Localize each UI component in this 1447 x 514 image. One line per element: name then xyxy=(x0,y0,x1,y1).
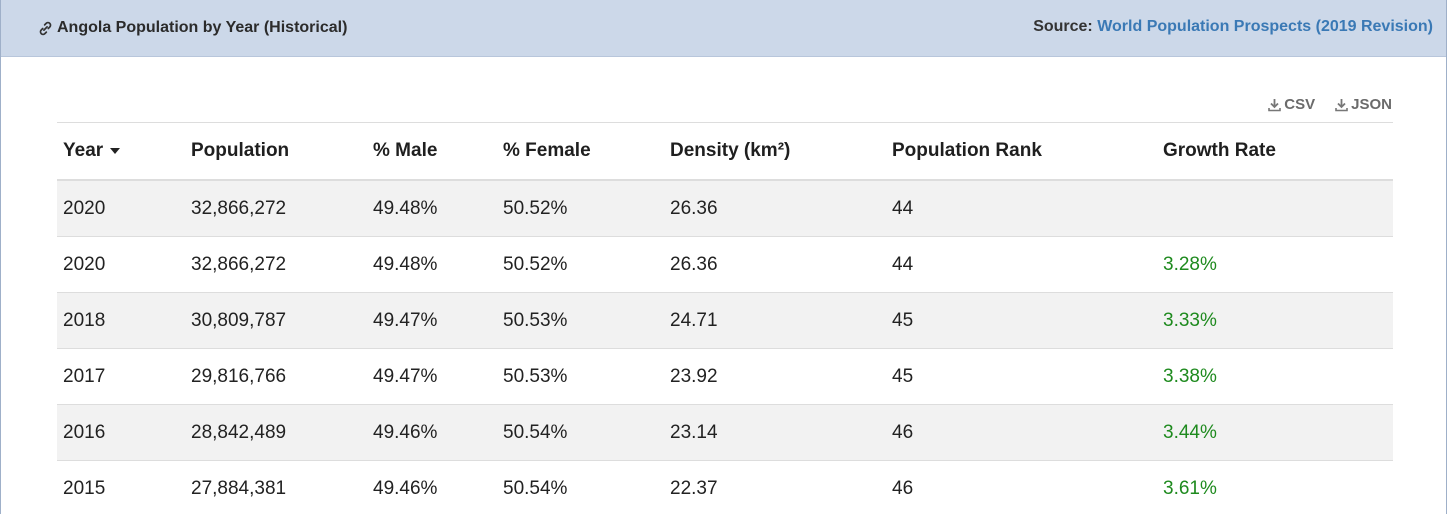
column-header-label: Growth Rate xyxy=(1163,140,1276,161)
column-header-label: Density (km²) xyxy=(670,140,791,161)
population-table: Year Population % Male % Female Density … xyxy=(57,122,1393,514)
column-header-density[interactable]: Density (km²) xyxy=(670,122,892,181)
cell-year: 2020 xyxy=(57,236,191,293)
column-header-label: % Male xyxy=(373,140,438,161)
cell-female: 50.52% xyxy=(503,180,670,237)
download-json-button[interactable]: JSON xyxy=(1335,96,1392,113)
cell-female: 50.52% xyxy=(503,236,670,293)
source-attribution: Source: World Population Prospects (2019… xyxy=(1033,18,1433,36)
column-header-label: Population Rank xyxy=(892,140,1042,161)
cell-male: 49.46% xyxy=(373,404,503,461)
panel-title[interactable]: Angola Population by Year (Historical) xyxy=(37,19,347,37)
cell-density: 26.36 xyxy=(670,180,892,237)
column-header-rank[interactable]: Population Rank xyxy=(892,122,1163,181)
download-icon xyxy=(1268,98,1282,111)
column-header-male[interactable]: % Male xyxy=(373,122,503,181)
cell-male: 49.47% xyxy=(373,292,503,349)
cell-male: 49.48% xyxy=(373,180,503,237)
cell-population: 28,842,489 xyxy=(191,404,373,461)
table-row: 2015 27,884,381 49.46% 50.54% 22.37 46 3… xyxy=(57,460,1393,514)
column-header-female[interactable]: % Female xyxy=(503,122,670,181)
cell-year: 2018 xyxy=(57,292,191,349)
cell-population: 27,884,381 xyxy=(191,460,373,514)
column-header-year[interactable]: Year xyxy=(57,122,191,181)
cell-male: 49.47% xyxy=(373,348,503,405)
table-header-row: Year Population % Male % Female Density … xyxy=(57,122,1393,181)
column-header-population[interactable]: Population xyxy=(191,122,373,181)
source-link[interactable]: World Population Prospects (2019 Revisio… xyxy=(1097,18,1433,35)
table-row: 2020 32,866,272 49.48% 50.52% 26.36 44 xyxy=(57,180,1393,237)
cell-growth: 3.33% xyxy=(1163,292,1393,349)
table-row: 2017 29,816,766 49.47% 50.53% 23.92 45 3… xyxy=(57,348,1393,405)
cell-growth: 3.44% xyxy=(1163,404,1393,461)
column-header-label: Year xyxy=(63,140,104,161)
cell-density: 26.36 xyxy=(670,236,892,293)
cell-male: 49.46% xyxy=(373,460,503,514)
cell-female: 50.53% xyxy=(503,292,670,349)
cell-rank: 45 xyxy=(892,348,1163,405)
cell-female: 50.54% xyxy=(503,460,670,514)
cell-population: 32,866,272 xyxy=(191,236,373,293)
cell-female: 50.53% xyxy=(503,348,670,405)
table-row: 2020 32,866,272 49.48% 50.52% 26.36 44 3… xyxy=(57,236,1393,293)
cell-year: 2020 xyxy=(57,180,191,237)
cell-rank: 45 xyxy=(892,292,1163,349)
column-header-label: Population xyxy=(191,140,290,161)
cell-male: 49.48% xyxy=(373,236,503,293)
cell-rank: 44 xyxy=(892,180,1163,237)
cell-year: 2015 xyxy=(57,460,191,514)
panel-header: Angola Population by Year (Historical) S… xyxy=(1,0,1446,57)
cell-female: 50.54% xyxy=(503,404,670,461)
column-header-label: % Female xyxy=(503,140,591,161)
column-header-growth[interactable]: Growth Rate xyxy=(1163,122,1393,181)
cell-growth: 3.61% xyxy=(1163,460,1393,514)
cell-year: 2017 xyxy=(57,348,191,405)
cell-growth: 3.28% xyxy=(1163,236,1393,293)
cell-population: 29,816,766 xyxy=(191,348,373,405)
download-csv-button[interactable]: CSV xyxy=(1268,96,1315,113)
cell-density: 22.37 xyxy=(670,460,892,514)
sort-down-icon xyxy=(110,147,121,154)
cell-year: 2016 xyxy=(57,404,191,461)
table-row: 2018 30,809,787 49.47% 50.53% 24.71 45 3… xyxy=(57,292,1393,349)
cell-rank: 46 xyxy=(892,404,1163,461)
cell-population: 32,866,272 xyxy=(191,180,373,237)
cell-growth xyxy=(1163,180,1393,237)
download-links: CSV JSON xyxy=(1268,96,1392,113)
cell-density: 23.14 xyxy=(670,404,892,461)
cell-population: 30,809,787 xyxy=(191,292,373,349)
download-json-label: JSON xyxy=(1351,96,1392,113)
download-csv-label: CSV xyxy=(1284,96,1316,113)
cell-rank: 46 xyxy=(892,460,1163,514)
panel-title-text: Angola Population by Year (Historical) xyxy=(57,19,348,36)
download-icon xyxy=(1335,98,1348,111)
cell-density: 24.71 xyxy=(670,292,892,349)
link-icon xyxy=(39,21,52,35)
table-row: 2016 28,842,489 49.46% 50.54% 23.14 46 3… xyxy=(57,404,1393,461)
source-label: Source: xyxy=(1033,18,1093,35)
cell-growth: 3.38% xyxy=(1163,348,1393,405)
cell-rank: 44 xyxy=(892,236,1163,293)
cell-density: 23.92 xyxy=(670,348,892,405)
